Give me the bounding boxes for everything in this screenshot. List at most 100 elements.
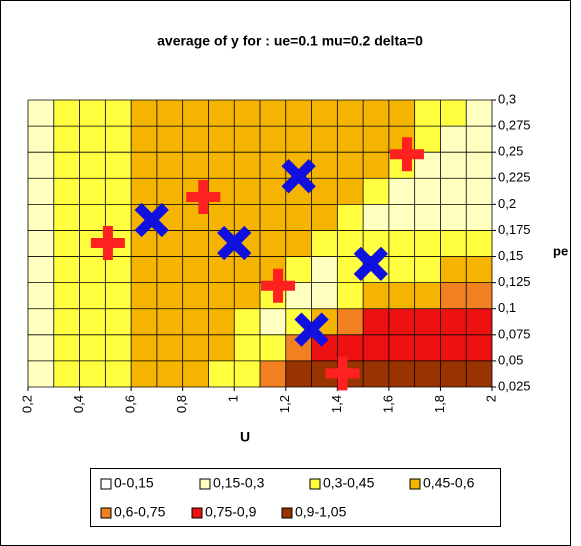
- contour-cell: [208, 256, 235, 283]
- y-tick-label: 0,15: [498, 248, 523, 263]
- contour-cell: [208, 334, 235, 361]
- contour-cell: [311, 100, 338, 127]
- contour-cell: [311, 152, 338, 179]
- contour-cell: [414, 360, 441, 387]
- contour-cell: [363, 152, 389, 179]
- contour-cell: [53, 282, 80, 309]
- contour-cell: [440, 230, 467, 257]
- x-tick-label: 1,4: [329, 395, 344, 413]
- contour-cell: [105, 360, 132, 387]
- contour-cell: [311, 282, 338, 309]
- legend-swatch: [100, 478, 112, 490]
- legend-label: 0,45-0,6: [423, 475, 475, 491]
- legend-swatch: [191, 507, 203, 519]
- contour-cell: [440, 282, 467, 309]
- contour-cell: [105, 308, 132, 335]
- x-tick-label: 0,8: [174, 395, 189, 413]
- marker: [325, 356, 360, 391]
- contour-cell: [79, 360, 106, 387]
- contour-cell: [234, 204, 260, 231]
- contour-cell: [156, 334, 183, 361]
- contour-cell: [234, 256, 260, 283]
- contour-cell: [466, 126, 492, 153]
- contour-cell: [234, 100, 260, 127]
- x-tick-label: 0,6: [123, 395, 138, 413]
- contour-cell: [234, 360, 260, 387]
- contour-cell: [337, 308, 364, 335]
- contour-cell: [440, 308, 467, 335]
- contour-cell: [156, 256, 183, 283]
- marker: [261, 268, 296, 303]
- contour-cell: [182, 126, 209, 153]
- contour-cell: [466, 334, 492, 361]
- contour-cell: [260, 230, 286, 257]
- legend-swatch: [199, 478, 211, 490]
- y-tick-label: 0,075: [498, 326, 531, 341]
- x-tick-label: 0,4: [71, 395, 86, 413]
- contour-cell: [28, 256, 54, 283]
- x-axis-label: U: [240, 429, 250, 445]
- contour-cell: [105, 100, 132, 127]
- contour-cell: [156, 100, 183, 127]
- contour-cell: [337, 126, 364, 153]
- contour-cell: [234, 308, 260, 335]
- contour-cell: [79, 126, 106, 153]
- contour-cell: [440, 256, 467, 283]
- contour-cell: [28, 308, 54, 335]
- contour-cell: [105, 334, 132, 361]
- y-tick-label: 0,175: [498, 222, 531, 237]
- contour-cell: [79, 178, 106, 205]
- contour-cell: [363, 204, 389, 231]
- x-tick-label: 1,2: [277, 395, 292, 413]
- y-tick-label: 0,275: [498, 118, 531, 133]
- contour-cell: [234, 282, 260, 309]
- contour-cell: [105, 178, 132, 205]
- contour-cell: [414, 282, 441, 309]
- contour-cell: [208, 100, 235, 127]
- contour-cell: [79, 256, 106, 283]
- contour-cell: [105, 126, 132, 153]
- contour-cell: [208, 126, 235, 153]
- contour-cell: [53, 152, 80, 179]
- contour-cell: [363, 178, 389, 205]
- x-tick-label: 1: [226, 395, 241, 402]
- contour-cell: [337, 204, 364, 231]
- contour-cell: [363, 282, 389, 309]
- contour-cell: [53, 126, 80, 153]
- contour-cell: [79, 152, 106, 179]
- contour-cell: [466, 178, 492, 205]
- contour-cell: [337, 178, 364, 205]
- contour-cell: [79, 100, 106, 127]
- contour-cell: [105, 256, 132, 283]
- contour-cell: [182, 230, 209, 257]
- contour-cell: [53, 308, 80, 335]
- contour-cell: [260, 178, 286, 205]
- contour-cell: [28, 178, 54, 205]
- contour-cell: [466, 360, 492, 387]
- contour-cell: [182, 308, 209, 335]
- contour-cell: [337, 152, 364, 179]
- contour-cell: [131, 100, 157, 127]
- contour-cell: [131, 334, 157, 361]
- contour-cell: [285, 230, 312, 257]
- y-tick-label: 0,1: [498, 300, 516, 315]
- contour-cell: [53, 204, 80, 231]
- contour-cell: [131, 178, 157, 205]
- contour-cell: [131, 152, 157, 179]
- contour-cell: [414, 126, 441, 153]
- contour-cell: [466, 308, 492, 335]
- contour-cell: [466, 256, 492, 283]
- contour-cell: [156, 360, 183, 387]
- contour-cell: [28, 100, 54, 127]
- contour-cell: [234, 334, 260, 361]
- marker: [134, 202, 169, 238]
- contour-cell: [182, 360, 209, 387]
- contour-cell: [311, 230, 338, 257]
- contour-cell: [311, 204, 338, 231]
- contour-cell: [414, 334, 441, 361]
- contour-cell: [208, 308, 235, 335]
- contour-cell: [440, 178, 467, 205]
- contour-cell: [28, 360, 54, 387]
- contour-cell: [337, 100, 364, 127]
